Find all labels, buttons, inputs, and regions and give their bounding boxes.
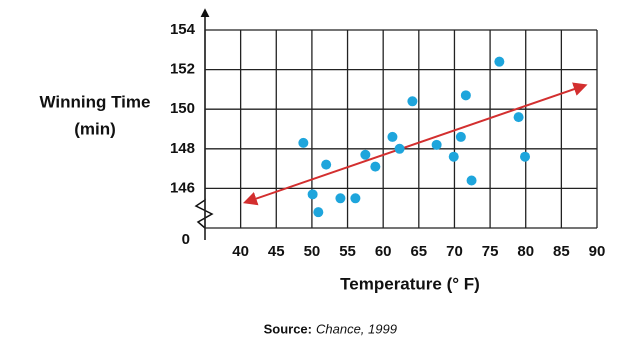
data-point: [494, 56, 505, 67]
data-point: [370, 161, 381, 172]
source-label: Source:: [264, 321, 312, 336]
y-axis-label: (min): [74, 119, 116, 138]
trend-line: [242, 82, 588, 206]
axis-break-label: 0: [182, 231, 190, 248]
y-tick-label: 152: [170, 61, 195, 78]
data-point: [455, 131, 466, 142]
x-tick-label: 70: [446, 243, 463, 260]
y-tick-label: 148: [170, 140, 195, 157]
x-tick-label: 80: [517, 243, 534, 260]
data-point: [298, 137, 309, 148]
x-tick-label: 55: [339, 243, 356, 260]
x-tick-label: 90: [589, 243, 606, 260]
data-point: [360, 149, 371, 160]
data-point: [307, 189, 318, 200]
data-point: [335, 193, 346, 204]
x-tick-label: 75: [482, 243, 499, 260]
y-tick-label: 146: [170, 179, 195, 196]
data-point: [520, 151, 531, 162]
data-point: [313, 207, 324, 218]
y-tick-label: 150: [170, 100, 195, 117]
data-point: [321, 159, 332, 170]
x-tick-label: 65: [410, 243, 427, 260]
data-point: [466, 175, 477, 186]
data-point: [387, 131, 398, 142]
x-axis-label: Temperature (° F): [340, 274, 480, 293]
source-text: Chance, 1999: [316, 321, 397, 336]
x-tick-label: 45: [268, 243, 285, 260]
y-tick-label: 154: [170, 21, 196, 38]
y-axis-label: Winning Time: [40, 92, 151, 111]
data-point: [407, 96, 418, 107]
data-point: [513, 112, 524, 123]
data-point: [431, 139, 442, 150]
data-point: [350, 193, 361, 204]
x-tick-label: 50: [304, 243, 321, 260]
x-tick-label: 40: [232, 243, 249, 260]
data-point: [394, 143, 405, 154]
axis-break: [194, 198, 214, 240]
data-point: [460, 90, 471, 101]
x-tick-label: 60: [375, 243, 392, 260]
x-tick-label: 85: [553, 243, 570, 260]
data-point: [448, 151, 459, 162]
